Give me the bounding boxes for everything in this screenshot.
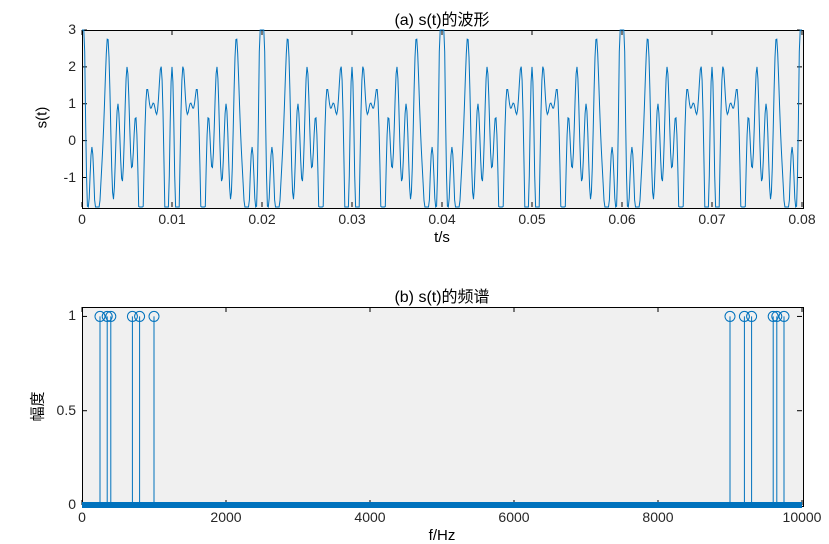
ytick-label: -1 [42, 169, 76, 185]
xtick-label: 0.04 [417, 211, 467, 227]
subplot-a-xlabel: t/s [82, 229, 802, 246]
xtick-label: 0.02 [237, 211, 287, 227]
matlab-figure: (a) s(t)的波形 t/s s(t) -1012300.010.020.03… [0, 0, 829, 542]
subplot-a-title: (a) s(t)的波形 [82, 6, 802, 30]
subplot-a-line-plot [82, 30, 802, 207]
xtick-label: 0 [57, 211, 107, 227]
xtick-label: 0.07 [687, 211, 737, 227]
xtick-label: 6000 [484, 509, 544, 525]
xtick-label: 0.08 [777, 211, 827, 227]
xtick-label: 0.03 [327, 211, 377, 227]
xtick-label: 0 [52, 509, 112, 525]
xtick-label: 4000 [340, 509, 400, 525]
xtick-label: 10000 [772, 509, 829, 525]
ytick-label: 2 [42, 58, 76, 74]
ytick-label: 1 [42, 95, 76, 111]
ytick-label: 0 [42, 132, 76, 148]
xtick-label: 2000 [196, 509, 256, 525]
subplot-b-title: (b) s(t)的频谱 [82, 283, 802, 307]
xtick-label: 8000 [628, 509, 688, 525]
xtick-label: 0.01 [147, 211, 197, 227]
ytick-label: 1 [42, 307, 76, 323]
xtick-label: 0.06 [597, 211, 647, 227]
ytick-label: 0.5 [42, 402, 76, 418]
subplot-b-stem-plot [82, 307, 802, 505]
subplot-b-xlabel: f/Hz [82, 527, 802, 544]
ytick-label: 3 [42, 21, 76, 37]
xtick-label: 0.05 [507, 211, 557, 227]
